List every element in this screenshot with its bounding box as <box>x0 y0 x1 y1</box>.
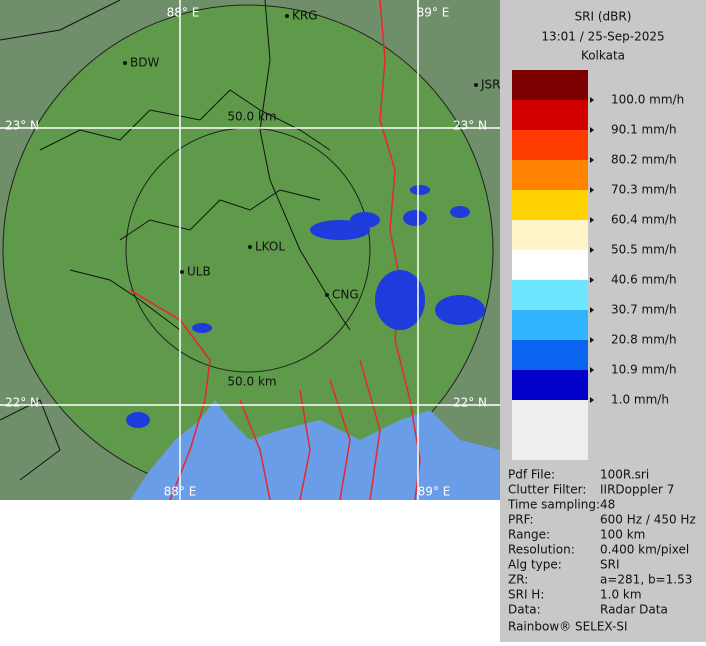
info-value: 48 <box>600 498 615 512</box>
legend-label: 100.0 mm/h <box>611 93 684 107</box>
place-dot <box>285 14 289 18</box>
legend-label: 50.5 mm/h <box>611 243 677 257</box>
water <box>130 400 500 500</box>
legend-label: 40.6 mm/h <box>611 273 677 287</box>
legend-swatch <box>512 190 588 220</box>
legend-pointer <box>590 307 594 313</box>
legend-pointer <box>590 247 594 253</box>
info-key: ZR: <box>508 573 528 587</box>
info-key: PRF: <box>508 513 534 527</box>
legend-swatch <box>512 220 588 250</box>
legend-swatch <box>512 70 588 100</box>
legend-datetime: 13:01 / 25-Sep-2025 <box>541 30 664 44</box>
place-label: ULB <box>187 265 211 279</box>
rivers <box>129 0 421 501</box>
grid-label: 89° E <box>418 485 451 499</box>
legend-label: 80.2 mm/h <box>611 153 677 167</box>
info-value: a=281, b=1.53 <box>600 573 692 587</box>
info-key: Range: <box>508 528 550 542</box>
legend-pointer <box>590 217 594 223</box>
legend-swatch <box>512 160 588 190</box>
legend-swatch <box>512 340 588 370</box>
legend-pointer <box>590 97 594 103</box>
info-value: Radar Data <box>600 603 668 617</box>
place-label: JSR <box>480 78 501 92</box>
grid-label: 88° E <box>167 6 200 20</box>
info-key: SRI H: <box>508 588 544 602</box>
legend-label: 10.9 mm/h <box>611 363 677 377</box>
legend-pointer <box>590 397 594 403</box>
info-value: IIRDoppler 7 <box>600 483 674 497</box>
info-key: Data: <box>508 603 541 617</box>
info-value: 0.400 km/pixel <box>600 543 689 557</box>
grid-label: 22° N <box>453 396 487 410</box>
legend-label: 60.4 mm/h <box>611 213 677 227</box>
legend-swatch <box>512 130 588 160</box>
legend-empty <box>512 400 588 460</box>
place-label: CNG <box>332 288 359 302</box>
place-dot <box>325 293 329 297</box>
range-label: 50.0 km <box>227 375 276 389</box>
legend-label: 70.3 mm/h <box>611 183 677 197</box>
info-value: 600 Hz / 450 Hz <box>600 513 696 527</box>
borders <box>0 0 351 481</box>
legend-pointer <box>590 337 594 343</box>
legend-pointer <box>590 127 594 133</box>
place-dots <box>123 14 478 297</box>
legend-swatch <box>512 310 588 340</box>
place-dot <box>474 83 478 87</box>
legend-pointer <box>590 277 594 283</box>
info-key: Pdf File: <box>508 468 555 482</box>
legend-swatch <box>512 100 588 130</box>
grid-label: 88° E <box>164 485 197 499</box>
info-key: Time sampling: <box>507 498 600 512</box>
legend-pointer <box>590 157 594 163</box>
legend-swatch <box>512 280 588 310</box>
info-value: 1.0 km <box>600 588 642 602</box>
rain-echoes <box>126 185 485 428</box>
place-dot <box>180 270 184 274</box>
place-label: LKOL <box>255 240 285 254</box>
legend-site: Kolkata <box>581 49 625 63</box>
info-key: Clutter Filter: <box>508 483 586 497</box>
legend-title: SRI (dBR) <box>575 10 632 24</box>
info-value: SRI <box>600 558 620 572</box>
info-key: Resolution: <box>508 543 575 557</box>
info-value: 100 km <box>600 528 645 542</box>
legend-label: 30.7 mm/h <box>611 303 677 317</box>
grid-label: 22° N <box>5 396 39 410</box>
grid-label: 89° E <box>417 6 450 20</box>
legend-label: 20.8 mm/h <box>611 333 677 347</box>
graticule <box>0 0 500 500</box>
place-dot <box>123 61 127 65</box>
info-key: Alg type: <box>508 558 562 572</box>
info-value: 100R.sri <box>600 468 649 482</box>
grid-label: 23° N <box>5 119 39 133</box>
place-label: BDW <box>130 56 159 70</box>
legend-label: 90.1 mm/h <box>611 123 677 137</box>
place-label: KRG <box>292 9 318 23</box>
legend-swatch <box>512 250 588 280</box>
legend-label: 1.0 mm/h <box>611 393 669 407</box>
legend-pointer <box>590 187 594 193</box>
footer: Rainbow® SELEX-SI <box>508 620 628 634</box>
legend-swatch <box>512 370 588 400</box>
legend-pointer <box>590 367 594 373</box>
place-dot <box>248 245 252 249</box>
range-label: 50.0 km <box>227 110 276 124</box>
grid-label: 23° N <box>453 119 487 133</box>
